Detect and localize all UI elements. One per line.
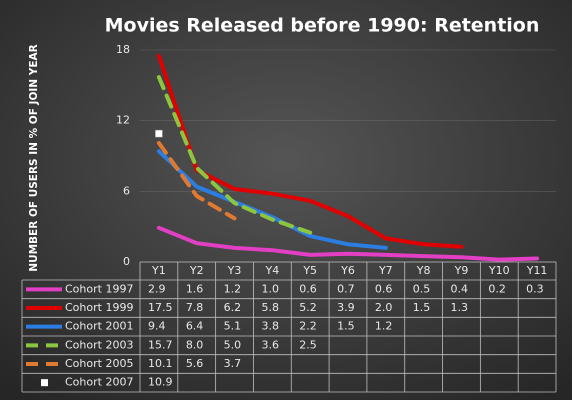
x-tick-label: Y11 <box>526 264 548 277</box>
table-value: 5.0 <box>224 338 242 351</box>
x-tick-label: Y9 <box>454 264 469 277</box>
x-tick-label: Y5 <box>302 264 317 277</box>
table-value: 1.5 <box>413 301 431 314</box>
y-axis-label: NUMBER OF USERS IN % OF JOIN YEAR <box>28 44 40 271</box>
y-tick-label: 18 <box>116 43 130 56</box>
chart-title: Movies Released before 1990: Retention <box>105 15 540 37</box>
table-value: 17.5 <box>148 301 173 314</box>
table-value: 1.2 <box>224 282 242 295</box>
table-value: 6.2 <box>224 301 242 314</box>
table-value: 1.2 <box>375 320 393 333</box>
table-value: 5.1 <box>224 320 242 333</box>
table-value: 0.6 <box>299 282 317 295</box>
x-tick-label: Y7 <box>378 264 393 277</box>
table-value: 2.5 <box>299 338 317 351</box>
x-tick-label: Y3 <box>227 264 242 277</box>
table-value: 7.8 <box>186 301 204 314</box>
legend-label: Cohort 2003 <box>65 338 133 351</box>
table-value: 5.2 <box>299 301 317 314</box>
y-tick-label: 0 <box>123 255 130 268</box>
table-value: 0.2 <box>488 282 506 295</box>
table-value: 10.9 <box>148 376 173 389</box>
series-line <box>156 141 237 221</box>
x-tick-label: Y2 <box>189 264 204 277</box>
table-value: 10.1 <box>148 357 173 370</box>
table-value: 0.7 <box>337 282 355 295</box>
table-value: 0.5 <box>413 282 431 295</box>
series-line <box>156 53 464 249</box>
legend-label: Cohort 2005 <box>65 357 133 370</box>
table-value: 2.9 <box>148 282 166 295</box>
table-value: 0.6 <box>375 282 393 295</box>
table-value: 9.4 <box>148 320 166 333</box>
x-tick-label: Y10 <box>488 264 510 277</box>
y-tick-label: 6 <box>123 184 130 197</box>
x-tick-label: Y8 <box>416 264 431 277</box>
x-tick-label: Y4 <box>265 264 280 277</box>
legend-label: Cohort 1999 <box>65 301 133 314</box>
legend-marker <box>41 379 48 387</box>
table-value: 5.6 <box>186 357 204 370</box>
series-line <box>156 75 313 235</box>
table-value: 3.9 <box>337 301 355 314</box>
table-value: 15.7 <box>148 338 173 351</box>
y-tick-label: 12 <box>116 114 130 127</box>
table-value: 5.8 <box>261 301 279 314</box>
table-value: 0.4 <box>451 282 469 295</box>
legend-label: Cohort 2007 <box>65 376 133 389</box>
x-tick-label: Y1 <box>151 264 166 277</box>
table-value: 1.0 <box>261 282 279 295</box>
series-line <box>156 149 388 250</box>
marker <box>155 129 163 138</box>
table-value: 1.6 <box>186 282 204 295</box>
table-value: 3.6 <box>261 338 279 351</box>
series-line <box>156 225 540 262</box>
table-value: 2.2 <box>299 320 317 333</box>
table-value: 3.8 <box>261 320 279 333</box>
table-value: 6.4 <box>186 320 204 333</box>
table-value: 1.5 <box>337 320 355 333</box>
x-tick-label: Y6 <box>340 264 355 277</box>
legend-label: Cohort 2001 <box>65 320 133 333</box>
table-value: 3.7 <box>224 357 242 370</box>
table-value: 8.0 <box>186 338 204 351</box>
table-value: 0.3 <box>526 282 544 295</box>
table-value: 2.0 <box>375 301 393 314</box>
legend-label: Cohort 1997 <box>65 282 133 295</box>
table-value: 1.3 <box>451 301 469 314</box>
